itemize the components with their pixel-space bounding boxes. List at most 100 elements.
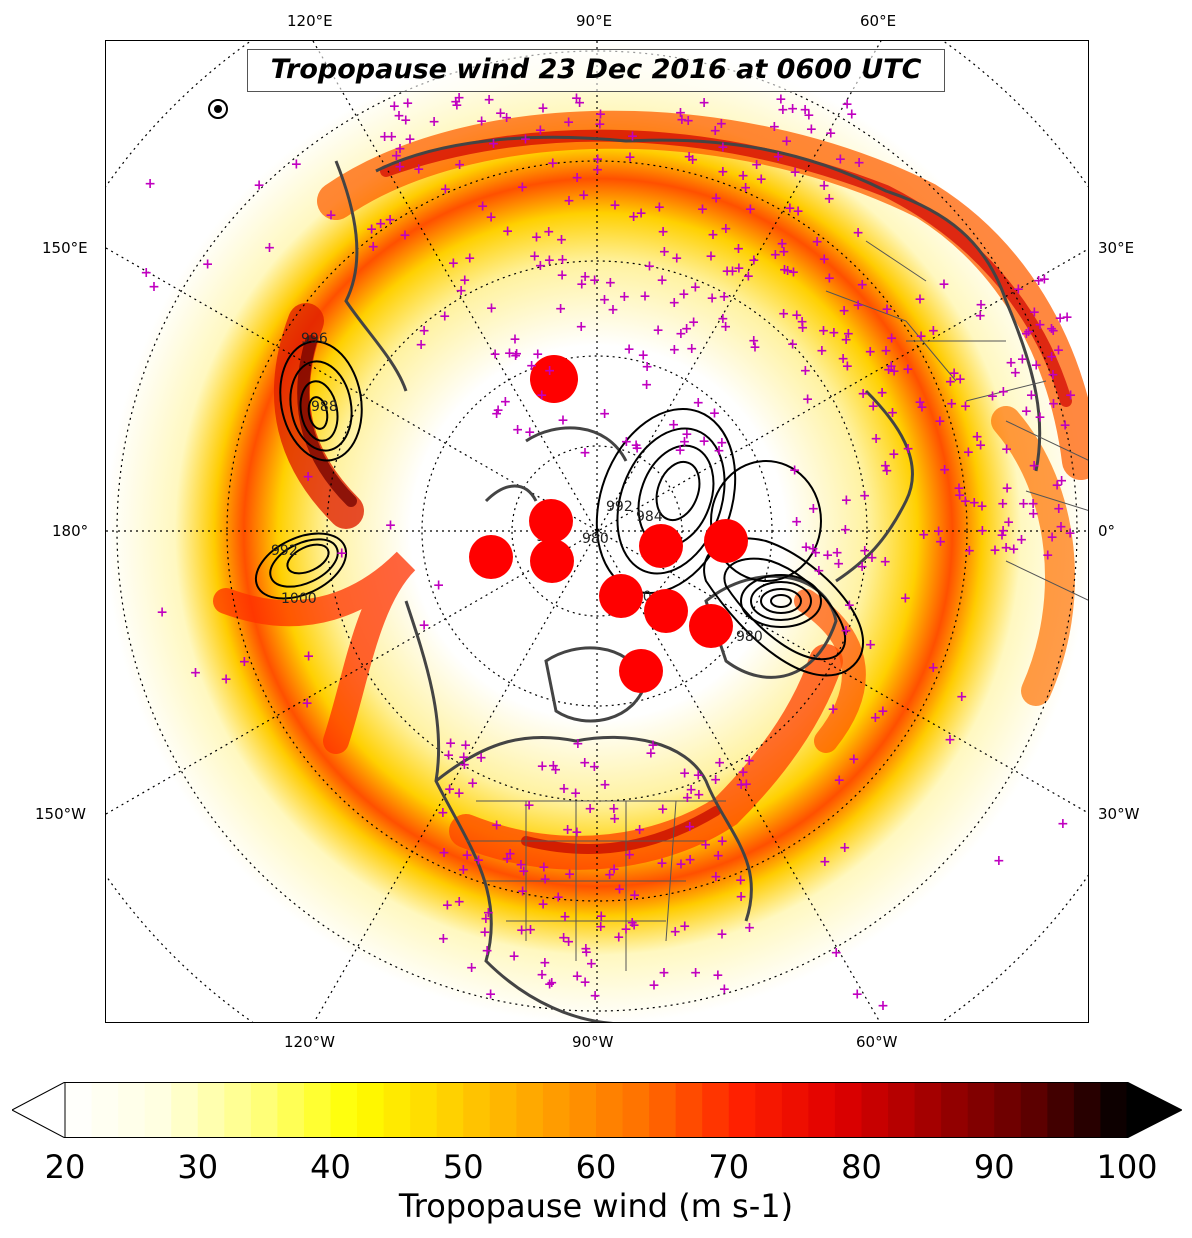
station-marker: +	[440, 182, 452, 198]
station-marker: +	[945, 374, 957, 390]
station-marker: +	[1046, 530, 1058, 546]
station-marker: +	[713, 443, 725, 459]
station-marker: +	[1034, 410, 1046, 426]
colorbar-segment	[675, 1082, 703, 1138]
station-marker: +	[442, 898, 454, 914]
jet-band-east	[991, 406, 1075, 706]
station-marker: +	[772, 149, 784, 165]
station-marker: +	[544, 363, 556, 379]
station-marker: +	[840, 332, 852, 348]
map-panel: 996 988 992 1000 980 984 988 1000 996 99…	[105, 40, 1089, 1023]
station-marker: +	[928, 323, 940, 339]
event-marker	[529, 499, 573, 543]
station-marker: +	[629, 888, 641, 904]
station-marker: +	[902, 362, 914, 378]
station-marker: +	[516, 923, 528, 939]
station-marker: +	[437, 805, 449, 821]
station-marker: +	[918, 527, 930, 543]
station-marker: +	[367, 239, 379, 255]
station-marker: +	[954, 372, 966, 388]
station-marker: +	[740, 180, 752, 196]
station-marker: +	[749, 339, 761, 355]
station-marker: +	[791, 514, 803, 530]
station-marker: +	[846, 107, 858, 123]
station-marker: +	[718, 289, 730, 305]
colorbar-segment	[144, 1082, 172, 1138]
station-marker: +	[556, 268, 568, 284]
station-marker: +	[415, 337, 427, 353]
station-marker: +	[1061, 309, 1073, 325]
station-marker: +	[592, 162, 604, 178]
station-marker: +	[852, 225, 864, 241]
station-marker: +	[843, 326, 855, 342]
station-marker: +	[1039, 272, 1051, 288]
station-marker: +	[563, 193, 575, 209]
station-marker: +	[748, 333, 760, 349]
station-marker: +	[717, 139, 729, 155]
station-marker: +	[536, 759, 548, 775]
station-marker: +	[394, 141, 406, 157]
colorbar-segment	[702, 1082, 730, 1138]
station-marker: +	[698, 433, 710, 449]
station-marker: +	[539, 955, 551, 971]
event-marker	[530, 539, 574, 583]
station-marker: +	[477, 199, 489, 215]
colorbar-segment	[383, 1082, 411, 1138]
station-marker: +	[682, 790, 694, 806]
station-marker: +	[888, 364, 900, 380]
colorbar-tick-label: 80	[841, 1148, 882, 1186]
station-marker: +	[1026, 388, 1038, 404]
station-marker: +	[144, 176, 156, 192]
lon-label-bottom-120w: 120°W	[284, 1033, 335, 1051]
station-marker: +	[777, 102, 789, 118]
station-marker: +	[571, 90, 583, 106]
station-marker: +	[489, 347, 501, 363]
station-marker: +	[301, 695, 313, 711]
station-marker: +	[880, 458, 892, 474]
station-marker: +	[461, 848, 473, 864]
observation-stations: + + + + + + + + + + + + + + + + + + + + + + + + + + + + + + + + + + + + + + + +…	[140, 90, 1076, 1014]
station-marker: +	[668, 417, 680, 433]
colorbar-segment	[1073, 1082, 1101, 1138]
station-marker: +	[563, 934, 575, 950]
station-marker: +	[648, 978, 660, 994]
station-marker: +	[831, 545, 843, 561]
station-marker: +	[571, 170, 583, 186]
station-marker: +	[1000, 540, 1012, 556]
station-marker: +	[466, 960, 478, 976]
station-marker: +	[483, 92, 495, 108]
station-marker: +	[683, 149, 695, 165]
station-marker: +	[538, 860, 550, 876]
station-marker: +	[779, 262, 791, 278]
station-marker: +	[635, 206, 647, 222]
station-marker: +	[859, 488, 871, 504]
station-marker: +	[775, 91, 787, 107]
station-marker: +	[997, 523, 1009, 539]
station-marker: +	[877, 998, 889, 1014]
station-marker: +	[626, 915, 638, 931]
station-marker: +	[737, 765, 749, 781]
station-marker: +	[526, 358, 538, 374]
station-marker: +	[833, 556, 845, 572]
station-marker: +	[714, 755, 726, 771]
station-marker: +	[595, 919, 607, 935]
station-marker: +	[700, 837, 712, 853]
station-marker: +	[1013, 281, 1025, 297]
station-marker: +	[580, 941, 592, 957]
station-marker: +	[1053, 342, 1065, 358]
station-marker: +	[555, 301, 567, 317]
station-marker: +	[438, 845, 450, 861]
station-marker: +	[1042, 548, 1054, 564]
station-marker: +	[453, 786, 465, 802]
colorbar-segment	[303, 1082, 331, 1138]
station-marker: +	[325, 207, 337, 223]
station-marker: +	[968, 495, 980, 511]
station-marker: +	[504, 846, 516, 862]
station-marker: +	[413, 161, 425, 177]
station-marker: +	[605, 275, 617, 291]
station-marker: +	[501, 851, 513, 867]
station-marker: +	[639, 289, 651, 305]
station-marker: +	[473, 852, 485, 868]
station-marker: +	[500, 394, 512, 410]
station-marker: +	[675, 326, 687, 342]
